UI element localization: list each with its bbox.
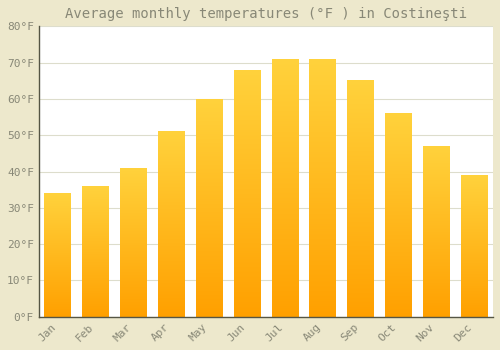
Title: Average monthly temperatures (°F ) in Costineşti: Average monthly temperatures (°F ) in Co… xyxy=(65,7,467,21)
